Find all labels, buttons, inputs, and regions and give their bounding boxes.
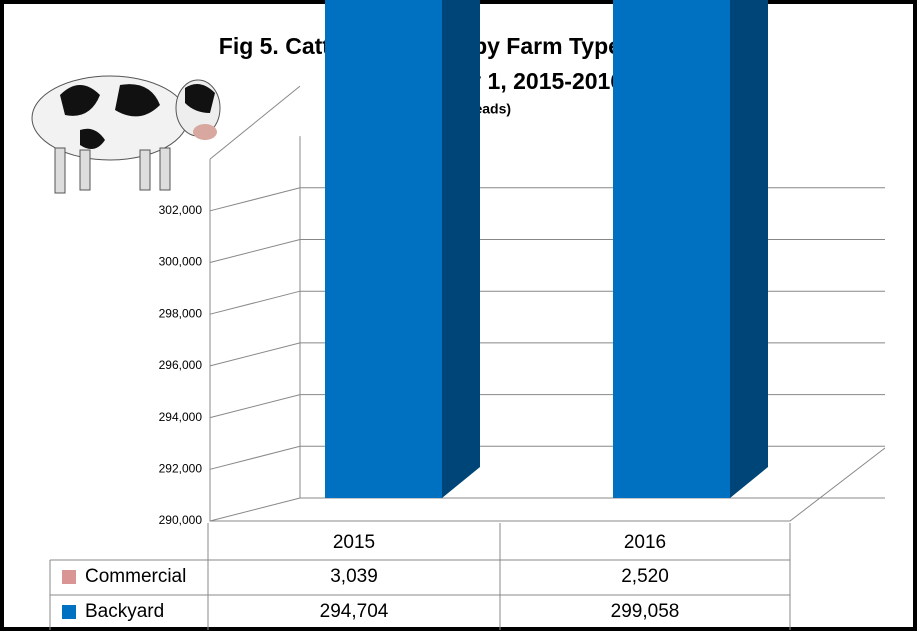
y-tick-label: 290,000: [159, 513, 203, 527]
legend-label: Backyard: [85, 601, 164, 622]
chart: Fig 5. Cattle: Inventory by Farm Type, R…: [0, 0, 918, 632]
legend-swatch: [62, 570, 76, 584]
table-value: 2,520: [621, 566, 669, 587]
y-tick-label: 298,000: [159, 306, 203, 320]
bar-segment: [325, 0, 442, 498]
bar-side: [730, 0, 768, 498]
legend-label: Commercial: [85, 566, 186, 587]
y-tick-label: 302,000: [159, 203, 203, 217]
table-value: 3,039: [330, 566, 378, 587]
table-value: 294,704: [320, 601, 389, 622]
x-tick-label: 2016: [624, 532, 666, 553]
table-value: 299,058: [611, 601, 680, 622]
bar-segment: [613, 0, 730, 498]
x-tick-label: 2015: [333, 532, 375, 553]
y-tick-label: 296,000: [159, 358, 203, 372]
bar-side: [442, 0, 480, 498]
legend-swatch: [62, 605, 76, 619]
y-tick-label: 300,000: [159, 255, 203, 269]
y-tick-label: 292,000: [159, 461, 203, 475]
y-tick-label: 294,000: [159, 410, 203, 424]
